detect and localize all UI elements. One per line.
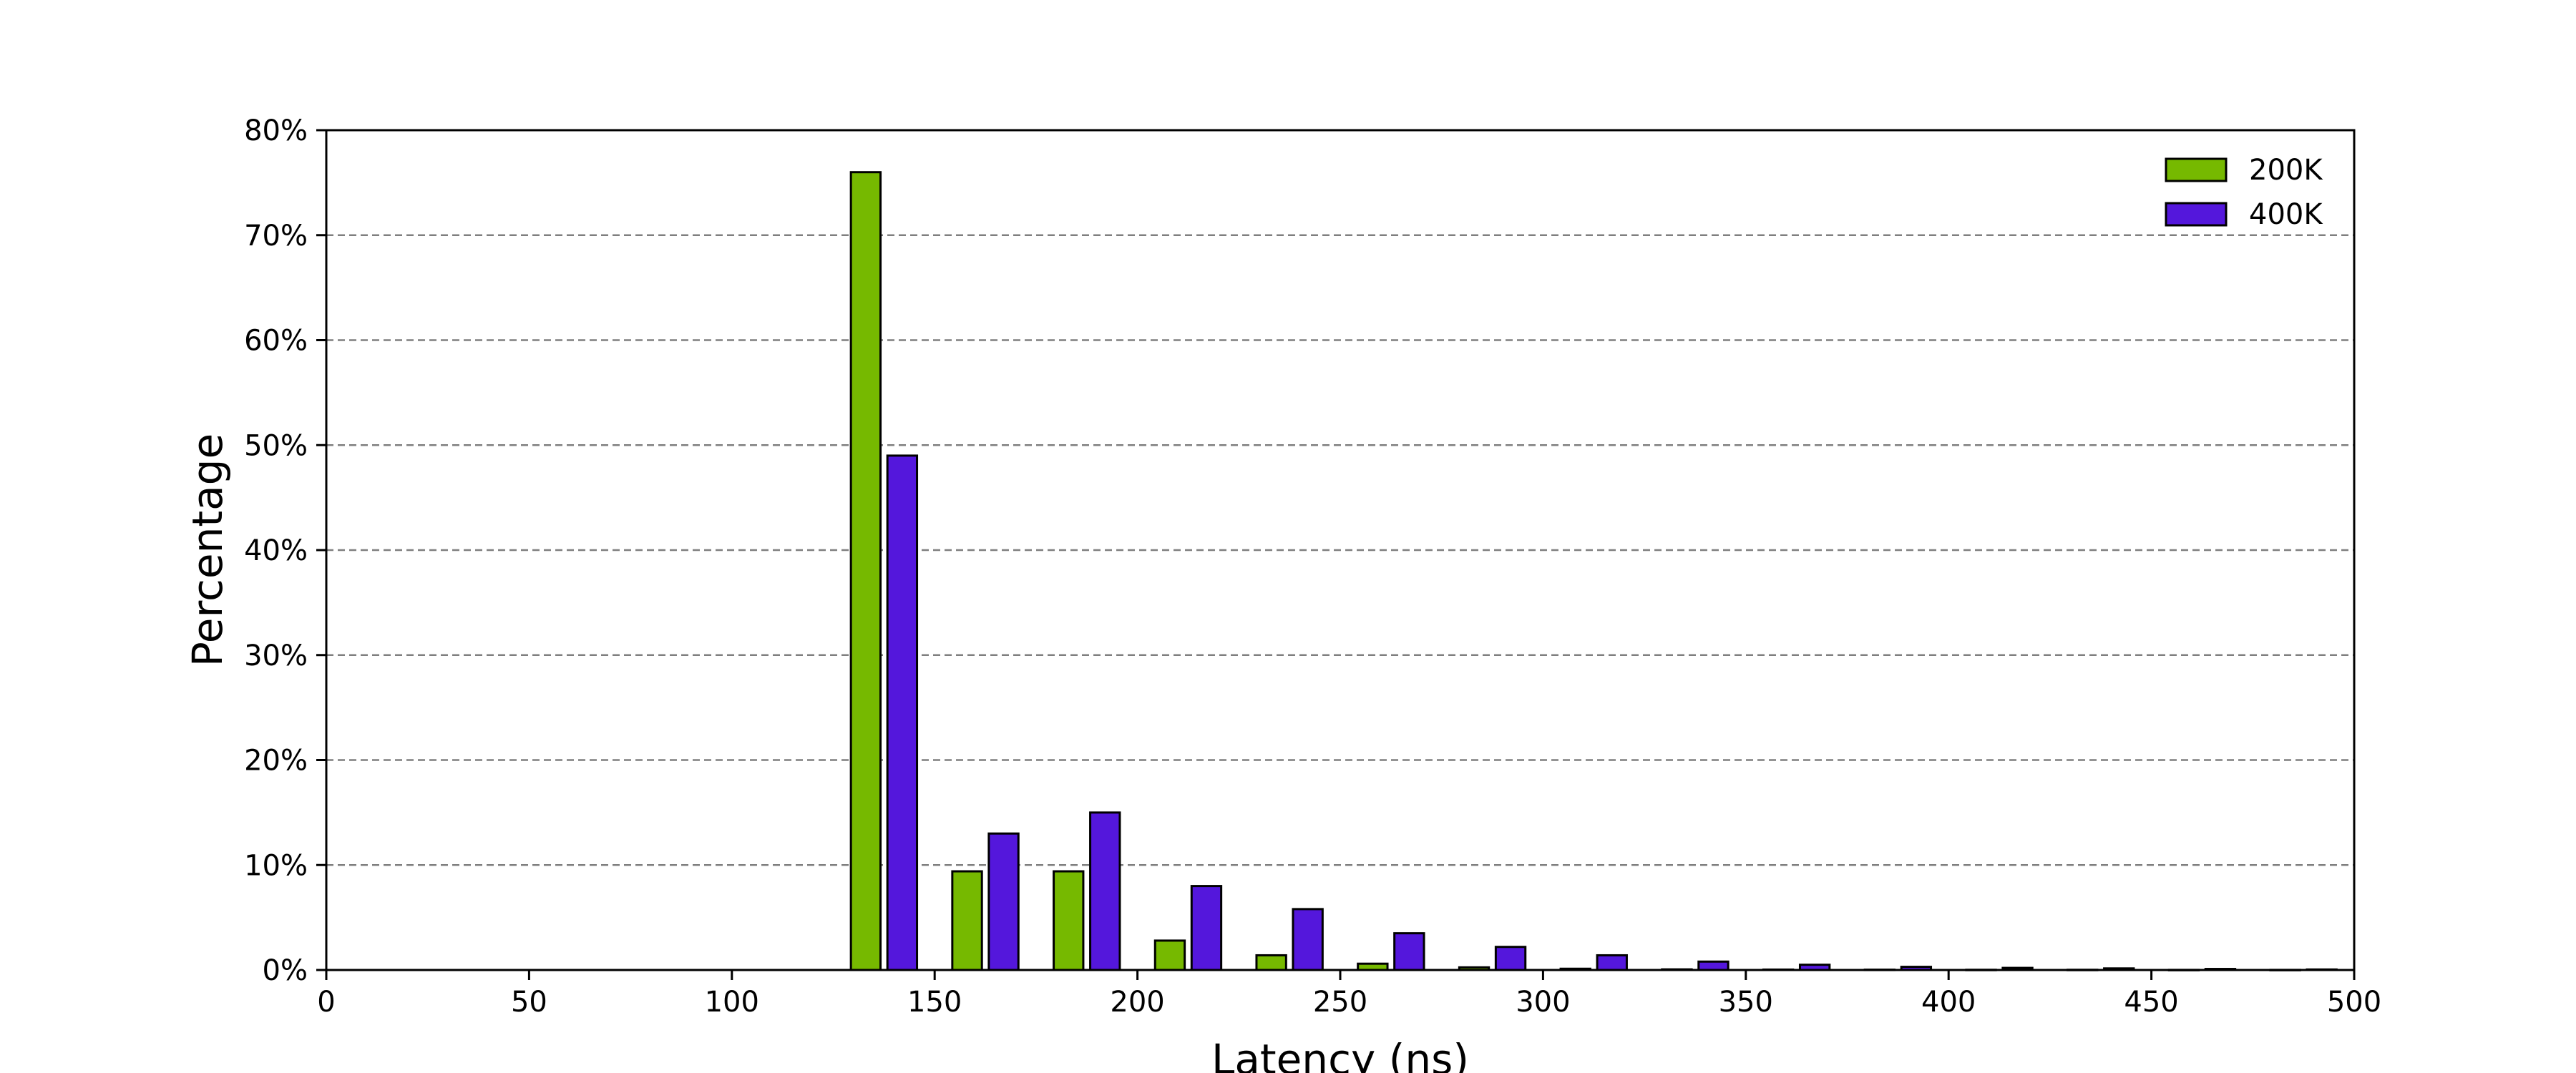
bar-400k-325	[1697, 960, 1729, 971]
bar-400k-225	[1292, 908, 1324, 971]
x-tick-label: 0	[317, 986, 335, 1019]
bars	[849, 171, 2338, 971]
x-tick-label: 250	[1313, 986, 1367, 1019]
bar-400k-175	[1089, 811, 1121, 971]
bar-200k-150	[951, 870, 983, 971]
legend-label-400k: 400K	[2249, 198, 2323, 231]
x-tick-label: 450	[2124, 986, 2178, 1019]
x-axis-label: Latency (ns)	[1211, 1035, 1469, 1073]
bar-200k-175	[1053, 870, 1085, 971]
y-tick-label: 70%	[244, 220, 308, 253]
y-tick-label: 30%	[244, 640, 308, 672]
bar-200k-125	[849, 171, 882, 971]
legend-swatch-400k	[2165, 202, 2228, 227]
bar-200k-200	[1153, 939, 1186, 971]
x-tick-label: 50	[511, 986, 547, 1019]
y-axis: 0% 10% 20% 30% 40% 50% 60% 70% 80%	[244, 114, 326, 987]
bar-200k-225	[1255, 954, 1287, 971]
x-tick-label: 350	[1719, 986, 1773, 1019]
bar-400k-275	[1494, 946, 1527, 971]
y-tick-label: 80%	[244, 114, 308, 147]
bar-400k-125	[886, 454, 919, 971]
legend-swatch-200k	[2165, 157, 2228, 182]
gridlines	[326, 234, 2354, 866]
x-tick-label: 500	[2327, 986, 2381, 1019]
legend-label-200k: 200K	[2249, 154, 2323, 187]
x-tick-label: 200	[1110, 986, 1164, 1019]
bar-400k-250	[1393, 932, 1425, 971]
x-tick-label: 150	[907, 986, 962, 1019]
bar-400k-300	[1596, 954, 1628, 971]
y-tick-label: 40%	[244, 534, 308, 567]
legend: 200K 400K	[2165, 154, 2323, 231]
y-tick-label: 50%	[244, 429, 308, 462]
x-tick-label: 300	[1516, 986, 1570, 1019]
x-tick-label: 400	[1921, 986, 1976, 1019]
y-axis-label: Percentage	[183, 433, 232, 667]
y-tick-label: 20%	[244, 745, 308, 778]
x-tick-label: 100	[705, 986, 759, 1019]
y-tick-label: 10%	[244, 849, 308, 882]
y-tick-label: 0%	[263, 954, 308, 987]
bar-400k-200	[1190, 885, 1223, 971]
x-axis: 0 50 100 150 200 250 300 350 400 450 500	[317, 970, 2381, 1019]
bar-400k-150	[987, 832, 1020, 971]
y-tick-label: 60%	[244, 325, 308, 358]
